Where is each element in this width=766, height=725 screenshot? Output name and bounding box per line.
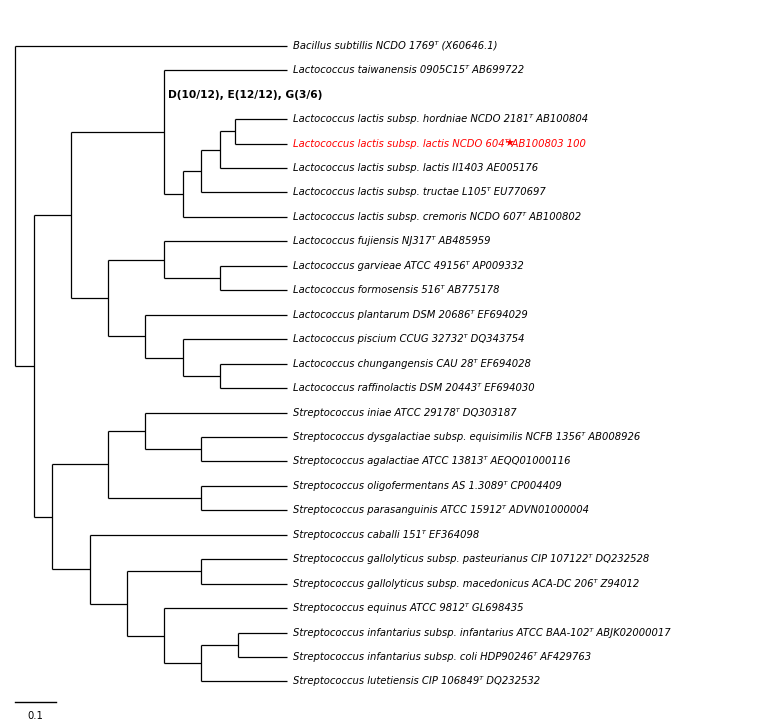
Text: Lactococcus garvieae ATCC 49156ᵀ AP009332: Lactococcus garvieae ATCC 49156ᵀ AP00933… [293, 261, 523, 271]
Text: Streptococcus iniae ATCC 29178ᵀ DQ303187: Streptococcus iniae ATCC 29178ᵀ DQ303187 [293, 407, 516, 418]
Text: Streptococcus caballi 151ᵀ EF364098: Streptococcus caballi 151ᵀ EF364098 [293, 530, 479, 540]
Text: Lactococcus taiwanensis 0905C15ᵀ AB699722: Lactococcus taiwanensis 0905C15ᵀ AB69972… [293, 65, 524, 75]
Text: Lactococcus lactis subsp. hordniae NCDO 2181ᵀ AB100804: Lactococcus lactis subsp. hordniae NCDO … [293, 114, 588, 124]
Text: Lactococcus raffinolactis DSM 20443ᵀ EF694030: Lactococcus raffinolactis DSM 20443ᵀ EF6… [293, 383, 534, 393]
Text: D(10/12), E(12/12), G(3/6): D(10/12), E(12/12), G(3/6) [168, 90, 322, 99]
Text: Bacillus subtillis NCDO 1769ᵀ (X60646.1): Bacillus subtillis NCDO 1769ᵀ (X60646.1) [293, 41, 497, 51]
Text: Lactococcus lactis subsp. tructae L105ᵀ EU770697: Lactococcus lactis subsp. tructae L105ᵀ … [293, 188, 545, 197]
Text: Lactococcus lactis subsp. cremoris NCDO 607ᵀ AB100802: Lactococcus lactis subsp. cremoris NCDO … [293, 212, 581, 222]
Text: 0.1: 0.1 [28, 710, 44, 721]
Text: Streptococcus gallolyticus subsp. macedonicus ACA-DC 206ᵀ Z94012: Streptococcus gallolyticus subsp. macedo… [293, 579, 639, 589]
Text: Streptococcus dysgalactiae subsp. equisimilis NCFB 1356ᵀ AB008926: Streptococcus dysgalactiae subsp. equisi… [293, 432, 640, 442]
Text: Lactococcus lactis subsp. lactis NCDO 604ᵀ AB100803 100: Lactococcus lactis subsp. lactis NCDO 60… [293, 138, 585, 149]
Text: Streptococcus parasanguinis ATCC 15912ᵀ ADVN01000004: Streptococcus parasanguinis ATCC 15912ᵀ … [293, 505, 588, 515]
Text: Streptococcus infantarius subsp. coli HDP90246ᵀ AF429763: Streptococcus infantarius subsp. coli HD… [293, 652, 591, 662]
Text: Streptococcus gallolyticus subsp. pasteurianus CIP 107122ᵀ DQ232528: Streptococcus gallolyticus subsp. pasteu… [293, 554, 649, 564]
Text: Lactococcus piscium CCUG 32732ᵀ DQ343754: Lactococcus piscium CCUG 32732ᵀ DQ343754 [293, 334, 524, 344]
Text: Streptococcus infantarius subsp. infantarius ATCC BAA-102ᵀ ABJK02000017: Streptococcus infantarius subsp. infanta… [293, 628, 670, 637]
Text: Lactococcus fujiensis NJ317ᵀ AB485959: Lactococcus fujiensis NJ317ᵀ AB485959 [293, 236, 490, 247]
Text: Lactococcus plantarum DSM 20686ᵀ EF694029: Lactococcus plantarum DSM 20686ᵀ EF69402… [293, 310, 527, 320]
Text: Streptococcus agalactiae ATCC 13813ᵀ AEQQ01000116: Streptococcus agalactiae ATCC 13813ᵀ AEQ… [293, 457, 570, 466]
Text: Lactococcus lactis subsp. lactis Il1403 AE005176: Lactococcus lactis subsp. lactis Il1403 … [293, 163, 538, 173]
Text: Lactococcus formosensis 516ᵀ AB775178: Lactococcus formosensis 516ᵀ AB775178 [293, 285, 499, 295]
Text: ★: ★ [505, 138, 515, 149]
Text: Streptococcus oligofermentans AS 1.3089ᵀ CP004409: Streptococcus oligofermentans AS 1.3089ᵀ… [293, 481, 561, 491]
Text: Lactococcus chungangensis CAU 28ᵀ EF694028: Lactococcus chungangensis CAU 28ᵀ EF6940… [293, 359, 531, 368]
Text: Streptococcus lutetiensis CIP 106849ᵀ DQ232532: Streptococcus lutetiensis CIP 106849ᵀ DQ… [293, 676, 540, 687]
Text: Streptococcus equinus ATCC 9812ᵀ GL698435: Streptococcus equinus ATCC 9812ᵀ GL69843… [293, 603, 523, 613]
